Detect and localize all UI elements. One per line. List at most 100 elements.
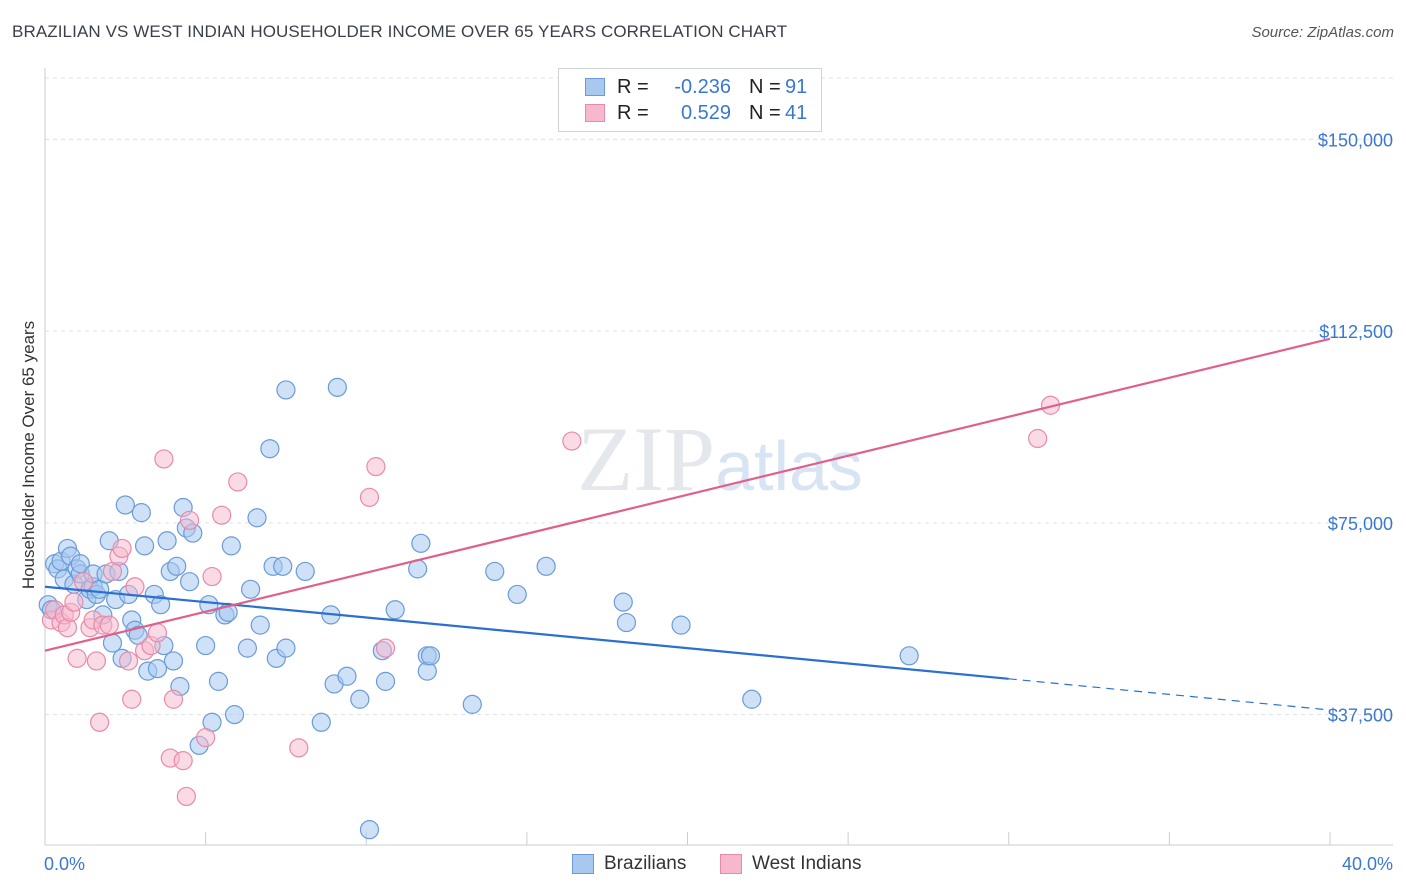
y-tick-label: $37,500: [1328, 706, 1393, 726]
point-west-indians: [179, 510, 200, 530]
legend-swatch-blue: [585, 78, 605, 96]
point-west-indians: [359, 487, 380, 507]
point-west-indians: [163, 689, 184, 709]
point-brazilians: [167, 556, 187, 576]
point-brazilians: [375, 671, 396, 691]
point-brazilians: [276, 638, 296, 658]
point-brazilians: [742, 689, 762, 709]
point-west-indians: [375, 638, 396, 658]
point-brazilians: [359, 820, 380, 840]
tick-labels: $37,500 $75,000 $112,500 $150,000 0.0% 40.0%: [44, 130, 1393, 874]
x-tick-label: 0.0%: [44, 854, 85, 874]
point-brazilians: [115, 495, 135, 515]
legend-n-label: N =: [749, 75, 781, 98]
point-west-indians: [202, 566, 222, 587]
point-brazilians: [224, 705, 245, 725]
point-brazilians: [179, 572, 200, 592]
bottom-legend-label-west-indians: West Indians: [752, 853, 862, 874]
point-west-indians: [196, 728, 216, 748]
correlation-legend: R = -0.236 N = 91 R = 0.529 N = 41: [558, 68, 822, 132]
point-west-indians: [122, 689, 142, 709]
point-brazilians: [250, 615, 270, 635]
point-brazilians: [221, 536, 241, 556]
legend-r-label: R =: [617, 101, 649, 124]
point-brazilians: [157, 531, 177, 551]
point-brazilians: [196, 635, 216, 656]
bottom-legend-swatch-blue: [572, 854, 594, 874]
trend-line-west-indians: [44, 337, 1331, 652]
point-brazilians: [616, 612, 637, 633]
point-west-indians: [1028, 428, 1048, 449]
y-tick-label: $75,000: [1328, 514, 1393, 534]
point-brazilians: [208, 671, 229, 691]
point-west-indians: [86, 651, 107, 671]
point-brazilians: [273, 556, 293, 576]
legend-n-label: N =: [749, 101, 781, 124]
point-brazilians: [134, 536, 155, 556]
point-west-indians: [562, 431, 582, 451]
chart-title: BRAZILIAN VS WEST INDIAN HOUSEHOLDER INC…: [12, 22, 788, 41]
point-west-indians: [64, 592, 84, 612]
point-west-indians: [99, 615, 119, 635]
watermark: ZIPatlas: [577, 408, 863, 510]
point-west-indians: [112, 538, 132, 559]
point-brazilians: [671, 615, 691, 635]
point-brazilians: [337, 666, 357, 686]
legend-r-value: -0.236: [674, 75, 731, 98]
bottom-legend-label-brazilians: Brazilians: [604, 853, 687, 874]
legend-r-value: 0.529: [680, 101, 731, 124]
point-brazilians: [295, 561, 315, 582]
point-west-indians: [212, 505, 232, 525]
bottom-legend-brazilians: Brazilians: [572, 851, 686, 877]
trend-line-brazilians-extension: [1008, 678, 1331, 711]
point-brazilians: [247, 508, 267, 528]
x-tick-label: 40.0%: [1342, 854, 1393, 874]
trend-line-brazilians: [44, 585, 1009, 680]
point-brazilians: [131, 503, 151, 523]
point-brazilians: [327, 377, 347, 397]
legend-swatch-pink: [585, 104, 605, 122]
series-west-indians: [41, 395, 1061, 807]
point-brazilians: [260, 439, 280, 459]
series-brazilians: [38, 377, 919, 840]
point-west-indians: [73, 572, 94, 592]
point-west-indians: [118, 651, 139, 671]
point-brazilians: [350, 689, 370, 709]
bottom-legend-swatch-pink: [720, 854, 742, 874]
point-brazilians: [151, 595, 171, 615]
point-west-indians: [289, 738, 309, 758]
point-west-indians: [154, 449, 174, 469]
point-brazilians: [276, 380, 296, 400]
point-west-indians: [173, 751, 193, 771]
legend-row-west-indians: R = 0.529 N = 41: [585, 101, 807, 125]
y-tick-label: $150,000: [1318, 130, 1393, 150]
point-west-indians: [67, 648, 87, 668]
point-west-indians: [228, 472, 248, 492]
point-brazilians: [462, 694, 482, 714]
trend-lines: [44, 337, 1331, 711]
legend-row-brazilians: R = -0.236 N = 91: [585, 75, 807, 99]
point-brazilians: [241, 579, 261, 599]
point-west-indians: [125, 577, 145, 597]
y-tick-label: $112,500: [1319, 322, 1393, 342]
legend-r-label: R =: [617, 75, 649, 98]
point-brazilians: [411, 533, 431, 553]
point-brazilians: [311, 712, 331, 732]
point-brazilians: [237, 638, 257, 658]
point-brazilians: [385, 600, 405, 620]
point-brazilians: [899, 646, 919, 666]
point-brazilians: [485, 561, 505, 582]
point-brazilians: [536, 556, 556, 576]
legend-n-value: 41: [785, 101, 808, 124]
point-brazilians: [507, 584, 527, 605]
point-brazilians: [147, 658, 168, 679]
watermark-atlas: atlas: [715, 427, 863, 505]
source-label: Source: ZipAtlas.com: [1251, 24, 1394, 41]
point-west-indians: [90, 712, 110, 732]
point-brazilians: [420, 646, 441, 666]
point-west-indians: [147, 623, 168, 643]
point-west-indians: [366, 457, 386, 477]
y-axis-label: Householder Income Over 65 years: [19, 321, 38, 589]
point-brazilians: [613, 592, 633, 612]
